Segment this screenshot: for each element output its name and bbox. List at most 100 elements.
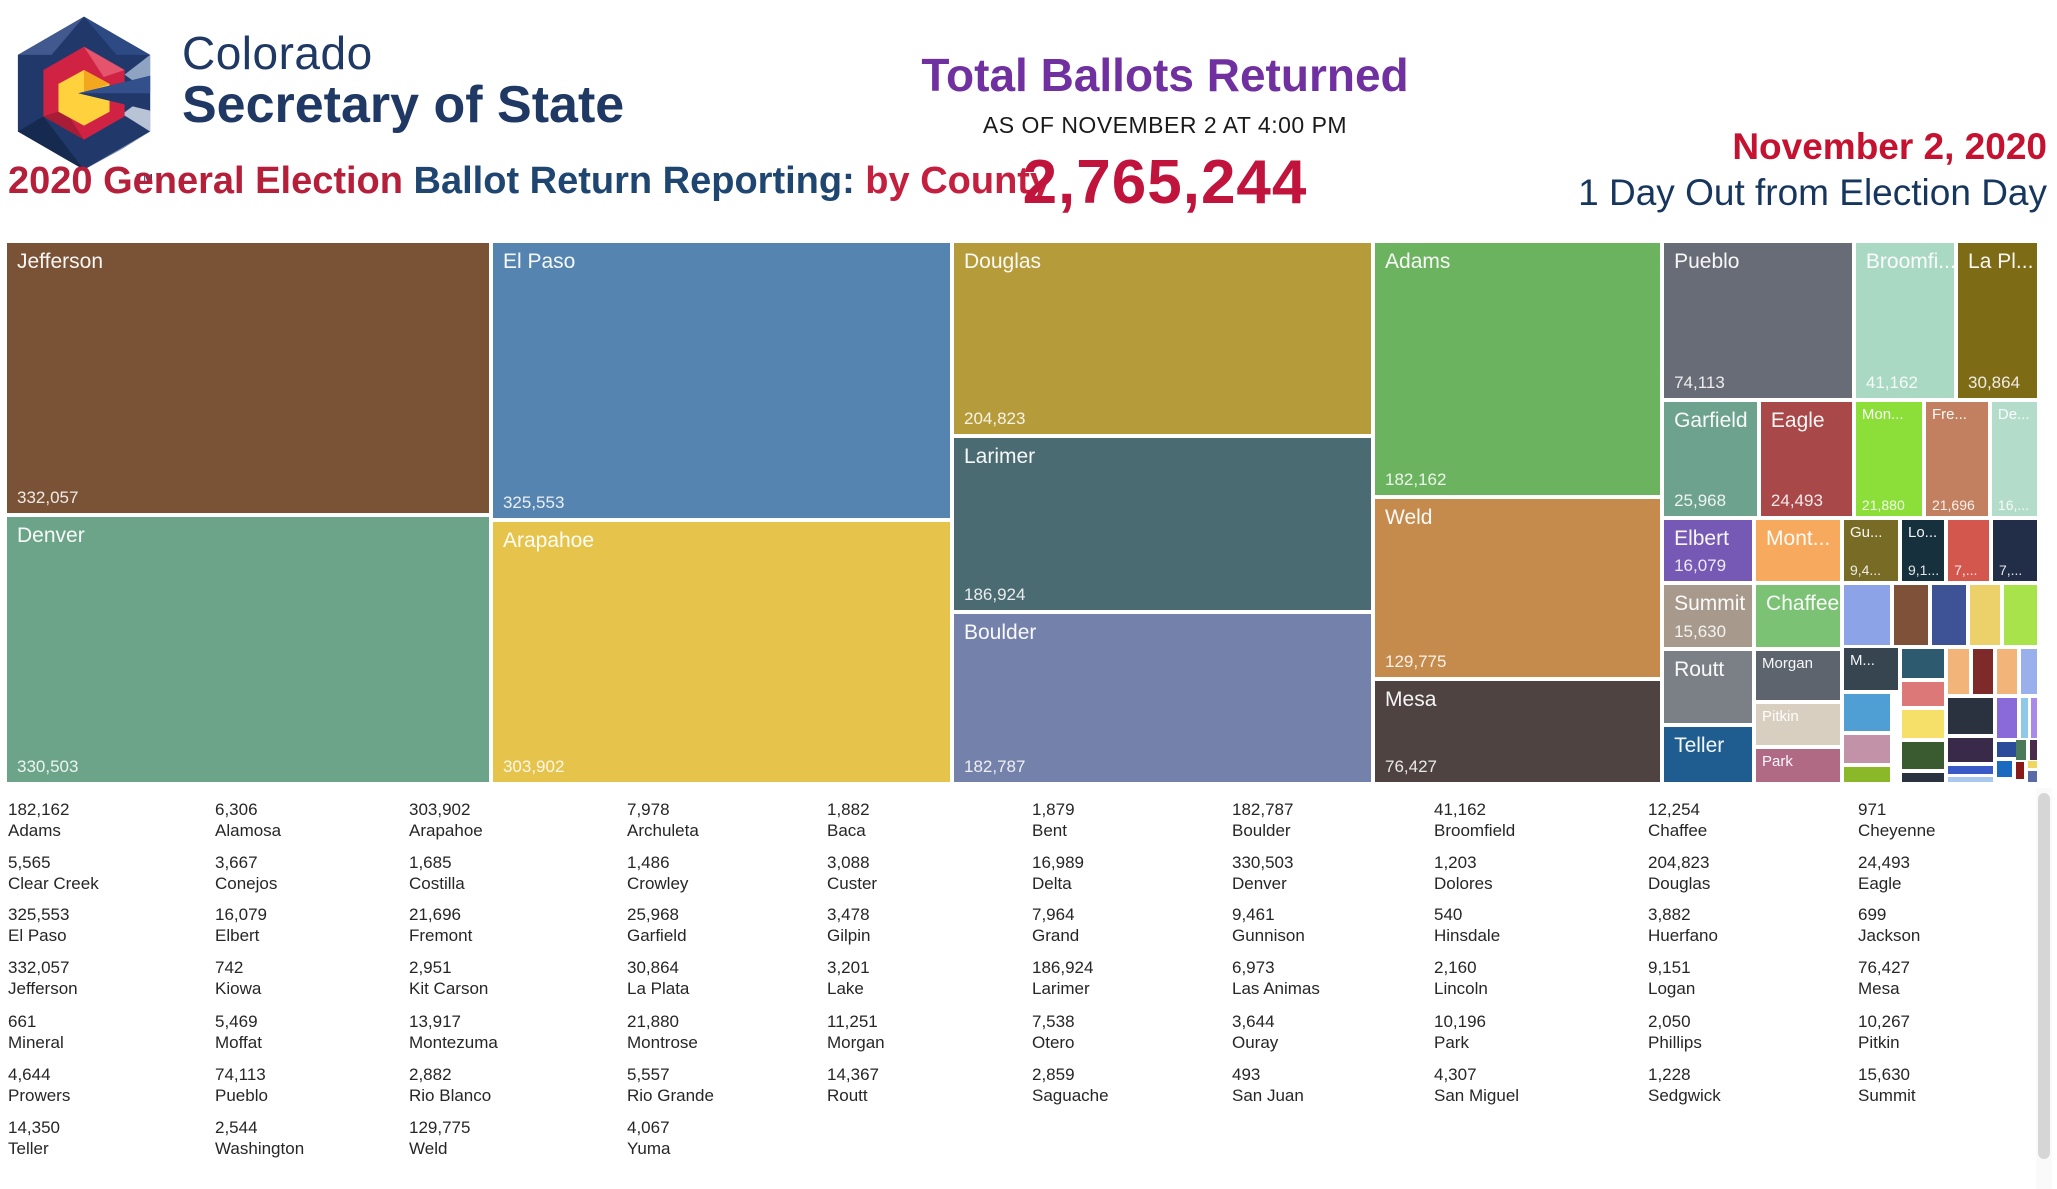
- treemap-tile[interactable]: [1948, 698, 1994, 735]
- treemap-tile[interactable]: [1948, 649, 1969, 695]
- treemap-tile[interactable]: [2020, 698, 2028, 738]
- county-cell-name: El Paso: [8, 926, 67, 945]
- treemap-tile[interactable]: [2028, 771, 2037, 782]
- treemap-tile[interactable]: [1997, 698, 2018, 738]
- treemap-tile-park[interactable]: Park: [1756, 749, 1841, 782]
- treemap-tile-elbert[interactable]: Elbert 16,079: [1664, 519, 1752, 581]
- treemap-tile[interactable]: [2003, 584, 2037, 645]
- county-cell-name: Mineral: [8, 1033, 64, 1052]
- treemap-tile[interactable]: [2030, 740, 2037, 760]
- treemap-tile-broomfi[interactable]: Broomfi... 41,162: [1855, 243, 1954, 399]
- treemap-tile-m[interactable]: M...: [1843, 648, 1898, 690]
- tile-county-label: Pueblo: [1674, 250, 1740, 273]
- treemap-tile[interactable]: [1997, 760, 2013, 777]
- treemap-tile-mesa[interactable]: Mesa 76,427: [1375, 680, 1661, 782]
- county-cell: 10,196 Park: [1434, 1011, 1486, 1053]
- tile-county-label: Mont...: [1766, 526, 1831, 550]
- treemap-tile[interactable]: [2016, 762, 2024, 779]
- treemap-tile[interactable]: [1997, 649, 2018, 695]
- report-tagline: 2020 General Election Ballot Return Repo…: [8, 160, 1051, 203]
- total-summary: Total Ballots Returned AS OF NOVEMBER 2 …: [830, 48, 1500, 218]
- county-cell-value: 6,973: [1232, 958, 1275, 977]
- logo-secretary-of-state: Secretary of State: [182, 75, 625, 134]
- tile-county-label: De...: [1997, 406, 2030, 423]
- county-cell-name: Garfield: [627, 926, 687, 945]
- treemap-tile[interactable]: [1902, 649, 1945, 678]
- county-cell: 3,667 Conejos: [215, 852, 277, 894]
- treemap-tile[interactable]: [1932, 584, 1966, 645]
- treemap-tile[interactable]: [1843, 693, 1891, 731]
- treemap-tile[interactable]: [2020, 649, 2037, 695]
- county-cell-name: Clear Creek: [8, 874, 99, 893]
- treemap-tile[interactable]: [1843, 584, 1891, 645]
- treemap-tile-pueblo[interactable]: Pueblo 74,113: [1664, 243, 1853, 399]
- treemap-tile-douglas[interactable]: Douglas 204,823: [953, 243, 1371, 435]
- treemap-tile[interactable]: [1902, 682, 1945, 706]
- treemap-tile-arapahoe[interactable]: Arapahoe 303,902: [492, 521, 950, 782]
- treemap-tile-jefferson[interactable]: Jefferson 332,057: [7, 243, 489, 513]
- tile-value-label: 7,...: [1998, 561, 2023, 578]
- treemap-tile[interactable]: 7,...: [1948, 519, 1990, 581]
- treemap-tile-morgan[interactable]: Morgan: [1756, 651, 1841, 700]
- tile-value-label: 21,880: [1861, 496, 1905, 513]
- treemap-tile-mon[interactable]: Mon... 21,880: [1855, 402, 1922, 516]
- table-scrollbar-thumb[interactable]: [2038, 793, 2050, 1159]
- tile-county-label: Larimer: [963, 445, 1036, 468]
- treemap-tile[interactable]: [1902, 772, 1945, 782]
- treemap-tile-adams[interactable]: Adams 182,162: [1375, 243, 1661, 495]
- county-cell: 9,461 Gunnison: [1232, 904, 1305, 946]
- treemap-tile-chaffee[interactable]: Chaffee: [1756, 584, 1841, 647]
- county-cell-name: Dolores: [1434, 874, 1493, 893]
- treemap-tile[interactable]: [1902, 709, 1945, 738]
- county-cell-name: Larimer: [1032, 979, 1090, 998]
- county-cell-value: 4,644: [8, 1065, 51, 1084]
- treemap-tile[interactable]: [2028, 760, 2037, 768]
- tile-value-label: 330,503: [17, 756, 79, 776]
- tile-value-label: 325,553: [502, 492, 565, 512]
- treemap-tile-weld[interactable]: Weld 129,775: [1375, 499, 1661, 677]
- treemap-tile[interactable]: [2030, 698, 2037, 738]
- treemap-tile-lo[interactable]: Lo... 9,1...: [1902, 519, 1945, 581]
- county-cell-value: 204,823: [1648, 853, 1710, 872]
- treemap-tile-denver[interactable]: Denver 330,503: [7, 516, 489, 782]
- treemap-tile-garfield[interactable]: Garfield 25,968: [1664, 402, 1758, 516]
- county-cell: 14,367 Routt: [827, 1064, 879, 1106]
- treemap-tile[interactable]: 7,...: [1992, 519, 2037, 581]
- tile-county-label: Garfield: [1674, 409, 1748, 432]
- treemap-tile-eagle[interactable]: Eagle 24,493: [1760, 402, 1852, 516]
- treemap-tile[interactable]: [1970, 584, 2001, 645]
- county-cell: 10,267 Pitkin: [1858, 1011, 1910, 1053]
- treemap-tile-el-paso[interactable]: El Paso 325,553: [492, 243, 950, 518]
- treemap-tile[interactable]: [1902, 742, 1945, 769]
- treemap-tile[interactable]: [1894, 584, 1928, 645]
- treemap-tile-routt[interactable]: Routt: [1664, 651, 1752, 724]
- county-cell-value: 1,879: [1032, 800, 1075, 819]
- treemap-tile-mont[interactable]: Mont...: [1756, 519, 1841, 581]
- tile-county-label: Denver: [17, 523, 85, 547]
- treemap-tile-teller[interactable]: Teller: [1664, 727, 1752, 782]
- county-cell-value: 10,267: [1858, 1012, 1910, 1031]
- treemap-tile[interactable]: [1843, 767, 1891, 782]
- county-cell-value: 2,544: [215, 1118, 258, 1137]
- treemap-tile[interactable]: [1948, 776, 1994, 782]
- county-cell: 2,160 Lincoln: [1434, 957, 1488, 999]
- treemap-tile-fre[interactable]: Fre... 21,696: [1925, 402, 1988, 516]
- treemap-tile-larimer[interactable]: Larimer 186,924: [953, 438, 1371, 610]
- treemap-tile-pitkin[interactable]: Pitkin: [1756, 704, 1841, 746]
- treemap-tile-la-pl[interactable]: La Pl... 30,864: [1958, 243, 2037, 399]
- treemap-tile[interactable]: [2016, 740, 2027, 760]
- treemap-tile-summit[interactable]: Summit 15,630: [1664, 584, 1752, 647]
- treemap-tile-de[interactable]: De... 16,...: [1991, 402, 2037, 516]
- tile-value-label: 21,696: [1931, 496, 1975, 513]
- tile-county-label: Teller: [1674, 734, 1725, 758]
- tile-value-label: 7,...: [1954, 561, 1978, 578]
- treemap-tile-boulder[interactable]: Boulder 182,787: [953, 613, 1371, 782]
- treemap-tile[interactable]: [1973, 649, 1994, 695]
- treemap-tile-gu[interactable]: Gu... 9,4...: [1843, 519, 1898, 581]
- treemap-tile[interactable]: [1843, 734, 1891, 763]
- table-scrollbar[interactable]: [2036, 788, 2052, 1189]
- treemap-tile[interactable]: [1948, 765, 1994, 774]
- treemap-tile[interactable]: [1948, 738, 1994, 762]
- county-cell: 5,557 Rio Grande: [627, 1064, 714, 1106]
- tile-county-label: Broomfi...: [1865, 250, 1954, 273]
